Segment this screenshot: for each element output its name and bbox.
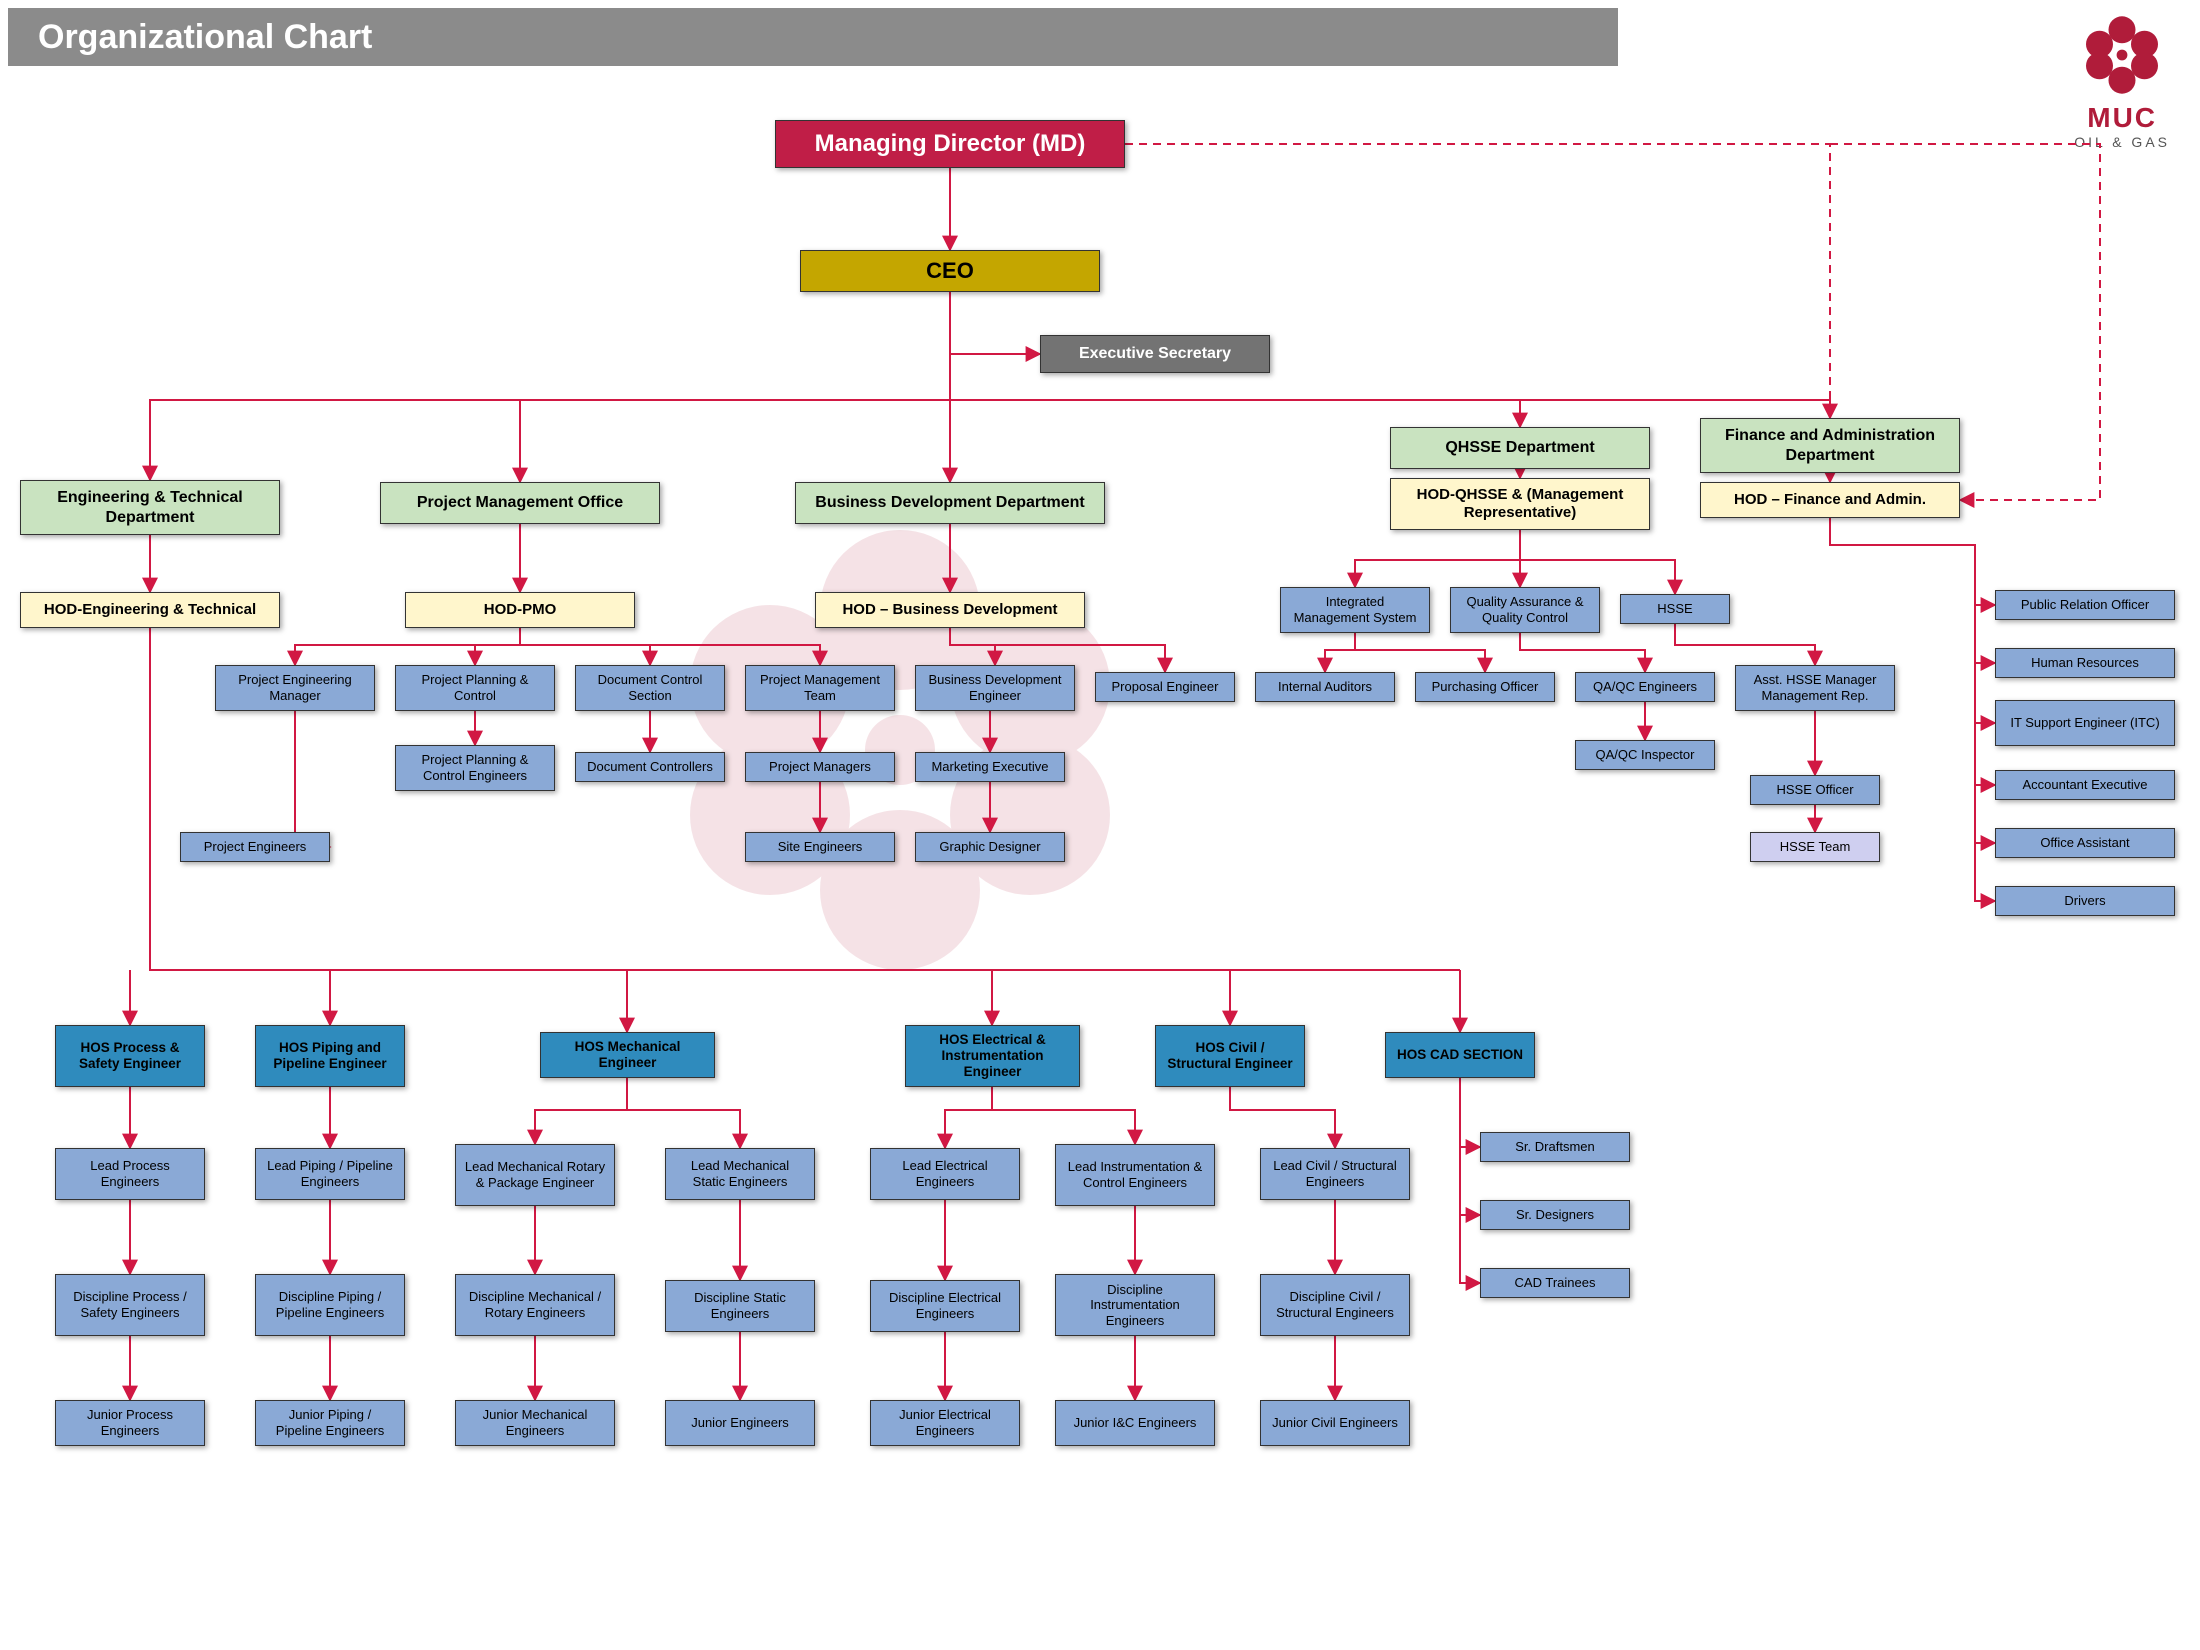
org-node-qaqc: Quality Assurance & Quality Control bbox=[1450, 587, 1600, 633]
org-node-exsec: Executive Secretary bbox=[1040, 335, 1270, 373]
org-node-docctl: Document Controllers bbox=[575, 752, 725, 782]
org-chart-canvas: Managing Director (MD) CEO Executive Secre… bbox=[0, 0, 2200, 1650]
org-node-dp_civ: Discipline Civil / Structural Engineers bbox=[1260, 1274, 1410, 1336]
org-node-hod_pmo: HOD-PMO bbox=[405, 592, 635, 628]
org-node-hos_cad: HOS CAD SECTION bbox=[1385, 1032, 1535, 1078]
org-node-cadtr: CAD Trainees bbox=[1480, 1268, 1630, 1298]
org-node-hos_pipe: HOS Piping and Pipeline Engineer bbox=[255, 1025, 405, 1087]
org-node-ppc: Project Planning & Control bbox=[395, 665, 555, 711]
org-node-jr_eng: Junior Engineers bbox=[665, 1400, 815, 1446]
org-node-drv: Drivers bbox=[1995, 886, 2175, 916]
org-node-dp_inst: Discipline Instrumentation Engineers bbox=[1055, 1274, 1215, 1336]
org-node-jr_proc: Junior Process Engineers bbox=[55, 1400, 205, 1446]
org-node-srdraft: Sr. Draftsmen bbox=[1480, 1132, 1630, 1162]
org-node-ceo: CEO bbox=[800, 250, 1100, 292]
org-node-ld_inst: Lead Instrumentation & Control Engineers bbox=[1055, 1144, 1215, 1206]
org-node-itc: IT Support Engineer (ITC) bbox=[1995, 700, 2175, 746]
org-node-hos_civ: HOS Civil / Structural Engineer bbox=[1155, 1025, 1305, 1087]
org-node-dp_mechs: Discipline Static Engineers bbox=[665, 1280, 815, 1332]
org-node-dp_elec: Discipline Electrical Engineers bbox=[870, 1280, 1020, 1332]
org-node-dept_eng: Engineering & Technical Department bbox=[20, 480, 280, 535]
org-node-hsse: HSSE bbox=[1620, 594, 1730, 624]
org-node-pmgrs: Project Managers bbox=[745, 752, 895, 782]
org-node-hsseoff: HSSE Officer bbox=[1750, 775, 1880, 805]
org-node-mktexec: Marketing Executive bbox=[915, 752, 1065, 782]
org-node-pmt: Project Management Team bbox=[745, 665, 895, 711]
org-node-bde: Business Development Engineer bbox=[915, 665, 1075, 711]
org-node-ahsse: Asst. HSSE Manager Management Rep. bbox=[1735, 665, 1895, 711]
org-node-dp_mechr: Discipline Mechanical / Rotary Engineers bbox=[455, 1274, 615, 1336]
org-node-hod_fin: HOD – Finance and Admin. bbox=[1700, 482, 1960, 518]
org-node-hod_bd: HOD – Business Development bbox=[815, 592, 1085, 628]
org-node-jr_elec: Junior Electrical Engineers bbox=[870, 1400, 1020, 1446]
org-node-dp_pipe: Discipline Piping / Pipeline Engineers bbox=[255, 1274, 405, 1336]
org-node-dcs: Document Control Section bbox=[575, 665, 725, 711]
org-node-hos_ei: HOS Electrical & Instrumentation Enginee… bbox=[905, 1025, 1080, 1087]
org-node-hod_qhsse: HOD-QHSSE & (Management Representative) bbox=[1390, 478, 1650, 530]
org-node-qaqceng: QA/QC Engineers bbox=[1575, 672, 1715, 702]
org-node-pe_mgr: Project Engineering Manager bbox=[215, 665, 375, 711]
org-node-jr_mech: Junior Mechanical Engineers bbox=[455, 1400, 615, 1446]
org-node-dp_proc: Discipline Process / Safety Engineers bbox=[55, 1274, 205, 1336]
org-node-jr_pipe: Junior Piping / Pipeline Engineers bbox=[255, 1400, 405, 1446]
org-node-ims: Integrated Management System bbox=[1280, 587, 1430, 633]
org-node-dept_qhsse: QHSSE Department bbox=[1390, 427, 1650, 469]
org-node-ld_proc: Lead Process Engineers bbox=[55, 1148, 205, 1200]
org-node-hos_mech: HOS Mechanical Engineer bbox=[540, 1032, 715, 1078]
org-node-hos_proc: HOS Process & Safety Engineer bbox=[55, 1025, 205, 1087]
org-node-offast: Office Assistant bbox=[1995, 828, 2175, 858]
org-node-dept_pmo: Project Management Office bbox=[380, 482, 660, 524]
org-node-ld_civ: Lead Civil / Structural Engineers bbox=[1260, 1148, 1410, 1200]
org-node-acct: Accountant Executive bbox=[1995, 770, 2175, 800]
org-node-hsseteam: HSSE Team bbox=[1750, 832, 1880, 862]
org-node-qcinsp: QA/QC Inspector bbox=[1575, 740, 1715, 770]
org-node-dept_bd: Business Development Department bbox=[795, 482, 1105, 524]
org-node-hr: Human Resources bbox=[1995, 648, 2175, 678]
org-node-ppce: Project Planning & Control Engineers bbox=[395, 745, 555, 791]
org-node-ld_pipe: Lead Piping / Pipeline Engineers bbox=[255, 1148, 405, 1200]
org-node-srdes: Sr. Designers bbox=[1480, 1200, 1630, 1230]
org-node-ld_elec: Lead Electrical Engineers bbox=[870, 1148, 1020, 1200]
org-node-siteeng: Site Engineers bbox=[745, 832, 895, 862]
org-node-purch: Purchasing Officer bbox=[1415, 672, 1555, 702]
org-node-jr_civ: Junior Civil Engineers bbox=[1260, 1400, 1410, 1446]
org-node-jr_inst: Junior I&C Engineers bbox=[1055, 1400, 1215, 1446]
org-node-ld_mechr: Lead Mechanical Rotary & Package Enginee… bbox=[455, 1144, 615, 1206]
org-node-ld_mechs: Lead Mechanical Static Engineers bbox=[665, 1148, 815, 1200]
org-node-intaud: Internal Auditors bbox=[1255, 672, 1395, 702]
org-node-hod_eng: HOD-Engineering & Technical bbox=[20, 592, 280, 628]
org-node-prjeng: Project Engineers bbox=[180, 832, 330, 862]
org-node-pro: Public Relation Officer bbox=[1995, 590, 2175, 620]
org-node-gdes: Graphic Designer bbox=[915, 832, 1065, 862]
org-node-prop: Proposal Engineer bbox=[1095, 672, 1235, 702]
org-node-md: Managing Director (MD) bbox=[775, 120, 1125, 168]
org-node-dept_fin: Finance and Administration Department bbox=[1700, 418, 1960, 473]
